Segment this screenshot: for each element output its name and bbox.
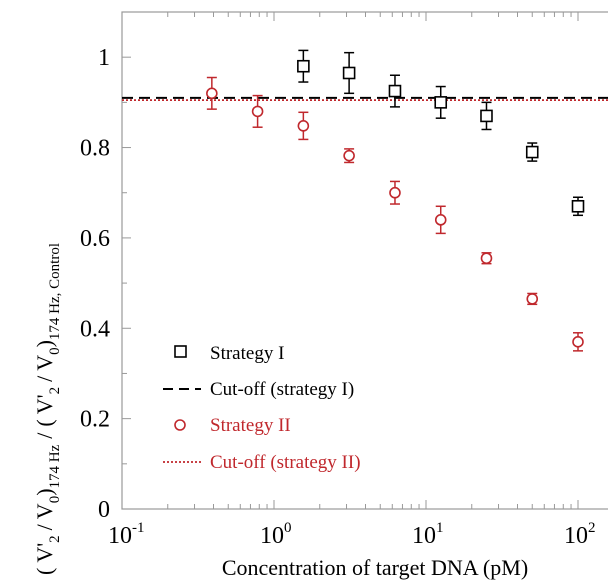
y-tick-label: 0 <box>98 497 110 523</box>
x-axis-ticks: 10-1 100 101 102 <box>108 12 596 549</box>
y-tick-label: 0.2 <box>80 407 110 433</box>
y-axis-title: (V'2/V0)174 Hz/(V'2/V0)174 Hz, Control <box>32 243 63 575</box>
x-tick-label: 102 <box>564 520 596 549</box>
data-point-strategy-1 <box>571 199 585 213</box>
legend-label-cutoff-1: Cut-off (strategy I) <box>210 379 354 400</box>
y-tick-label: 0.8 <box>80 136 110 162</box>
legend-label-strategy-1: Strategy I <box>210 343 284 364</box>
data-point-strategy-1 <box>342 66 356 80</box>
legend: Strategy I Cut-off (strategy I) Strategy… <box>163 343 361 473</box>
legend-label-strategy-2: Strategy II <box>210 415 291 436</box>
y-tick-label: 1 <box>98 45 110 71</box>
legend-marker-strategy-2 <box>174 419 186 431</box>
data-point-strategy-2 <box>526 293 539 305</box>
legend-marker-strategy-1 <box>174 345 187 358</box>
y-tick-label: 0.4 <box>80 316 110 342</box>
svg-text:(V'2/V0)174 Hz/(V'2/V0)174 Hz,: (V'2/V0)174 Hz/(V'2/V0)174 Hz, Control <box>32 243 63 575</box>
data-point-strategy-2 <box>572 336 584 348</box>
data-point-strategy-2 <box>480 252 493 265</box>
data-point-strategy-1 <box>480 109 493 123</box>
plot-frame <box>121 11 608 510</box>
y-tick-label: 0.6 <box>80 226 110 252</box>
data-point-strategy-2 <box>434 214 447 226</box>
x-tick-label: 101 <box>412 520 444 549</box>
y-axis-ticks: 0 0.2 0.4 0.6 0.8 1 <box>80 11 131 523</box>
legend-label-cutoff-2: Cut-off (strategy II) <box>210 452 361 473</box>
data-point-strategy-2 <box>297 120 310 132</box>
reference-lines <box>122 96 608 102</box>
data-point-strategy-2 <box>389 186 401 199</box>
data-series <box>206 49 585 352</box>
data-point-strategy-2 <box>343 149 355 162</box>
x-tick-label: 100 <box>260 520 292 549</box>
x-axis-title: Concentration of target DNA (pM) <box>222 555 528 580</box>
data-point-strategy-1 <box>434 96 448 109</box>
data-point-strategy-2 <box>251 105 264 118</box>
data-point-strategy-1 <box>525 145 539 159</box>
x-tick-label: 10-1 <box>108 520 145 549</box>
data-point-strategy-1 <box>388 84 402 98</box>
data-point-strategy-1 <box>297 59 310 73</box>
data-point-strategy-2 <box>206 87 218 100</box>
